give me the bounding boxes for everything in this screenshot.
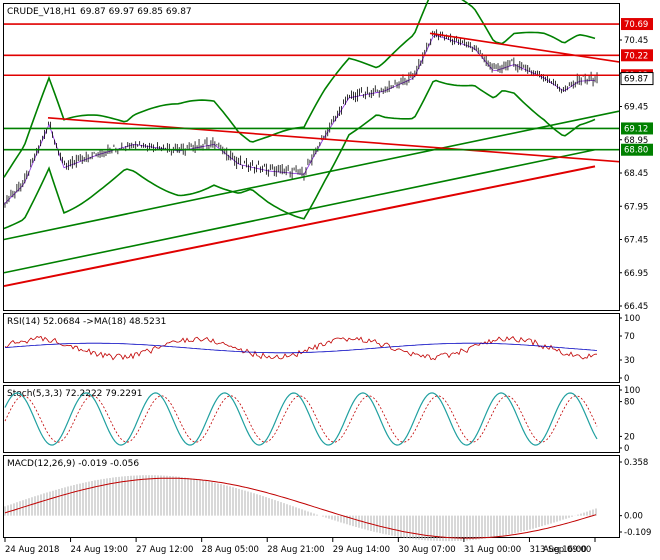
rsi-label: RSI(14) 52.0684 ->MA(18) 48.5231: [7, 317, 166, 327]
rsi-axis: 100 70 30 0: [619, 314, 640, 384]
price-tick-label: 68.45: [624, 169, 648, 179]
stoch-pane-frame: [3, 385, 620, 453]
rsi-line: [4, 335, 597, 361]
level-tag: [621, 49, 653, 62]
red-trendline-lower: [47, 117, 620, 163]
current-price-value: 69.87: [624, 75, 648, 85]
macd-lines: [4, 475, 597, 542]
axis-tick-label: 0.00: [624, 512, 643, 522]
time-tick-label: 31 Aug 00:00: [464, 545, 521, 555]
price-tick-label: 67.45: [624, 236, 648, 246]
time-tick-label: 24 Aug 19:00: [71, 545, 128, 555]
axis-tick-label: 0: [624, 374, 629, 384]
time-tick-label: 24 Aug 2018: [5, 545, 59, 555]
price-tick-label: 68.95: [624, 136, 648, 146]
axis-tick-label: -0.109: [624, 528, 651, 538]
price-tick-label: 66.95: [624, 269, 648, 279]
level-tag-value: 70.69: [624, 20, 648, 30]
price-tick-label: 66.45: [624, 302, 648, 312]
axis-tick-label: 20: [624, 432, 635, 442]
bollinger-upper-line: [3, 0, 596, 178]
axis-tick-label: 30: [624, 356, 635, 366]
axis-tick-label: 70: [624, 332, 635, 342]
price-tick-label: 69.45: [624, 103, 648, 113]
symbol-title: CRUDE_V18,H1: [7, 7, 76, 17]
axis-tick-label: 100: [624, 314, 640, 324]
price-series-layer: [3, 0, 620, 288]
price-tick-label: 67.95: [624, 202, 648, 212]
axis-tick-label: 100: [624, 386, 640, 396]
axis-tick-label: 0: [624, 444, 629, 454]
level-tag-value: 70.22: [624, 51, 648, 61]
time-tick-label: 27 Aug 12:00: [136, 545, 193, 555]
level-tag-value: 68.80: [624, 146, 648, 156]
bollinger-lower-line: [3, 79, 596, 230]
time-tick-label: 3 Sep 09:00: [540, 545, 591, 555]
time-tick-label: 29 Aug 14:00: [333, 545, 390, 555]
time-tick-label: 31 Aug 16:00: [529, 545, 586, 555]
time-tick-label: 28 Aug 05:00: [202, 545, 259, 555]
current-price-tag: [620, 72, 654, 86]
stoch-k-line: [4, 392, 598, 446]
axis-tick-label: 0.358: [624, 458, 648, 468]
macd-axis: 0.358 0.00 -0.109: [619, 458, 651, 538]
price-pane-frame: [3, 3, 620, 311]
macd-pane-frame: [3, 455, 620, 538]
level-tag: [621, 143, 653, 156]
macd-signal-line: [4, 477, 597, 539]
time-axis: 24 Aug 2018 24 Aug 19:00 27 Aug 12:00 28 Au…: [4, 538, 596, 555]
stoch-axis: 100 80 20 0: [619, 386, 640, 454]
level-tag-value: 69.12: [624, 124, 648, 134]
time-tick-label: 28 Aug 21:00: [267, 545, 324, 555]
red-support-line: [3, 165, 596, 288]
rsi-ma-line: [4, 342, 598, 354]
level-tag: [621, 122, 653, 135]
green-trendline: [3, 110, 620, 241]
level-tag: [621, 18, 653, 31]
axis-tick-label: 80: [624, 398, 635, 408]
rsi-pane-frame: [3, 313, 620, 383]
ohlc-readout: 69.87 69.97 69.85 69.87: [80, 7, 192, 17]
rsi-lines: [4, 335, 598, 361]
time-tick-label: 30 Aug 07:00: [398, 545, 455, 555]
price-tick-label: 70.45: [624, 36, 648, 46]
stoch-lines: [4, 392, 598, 446]
macd-label: MACD(12,26,9) -0.019 -0.056: [7, 459, 139, 469]
moving-average-line: [3, 34, 596, 205]
green-support-line: [3, 148, 596, 274]
red-trendline-upper: [429, 32, 620, 63]
stoch-d-line: [4, 395, 598, 443]
stoch-label: Stoch(5,3,3) 72.2222 79.2291: [7, 389, 142, 399]
